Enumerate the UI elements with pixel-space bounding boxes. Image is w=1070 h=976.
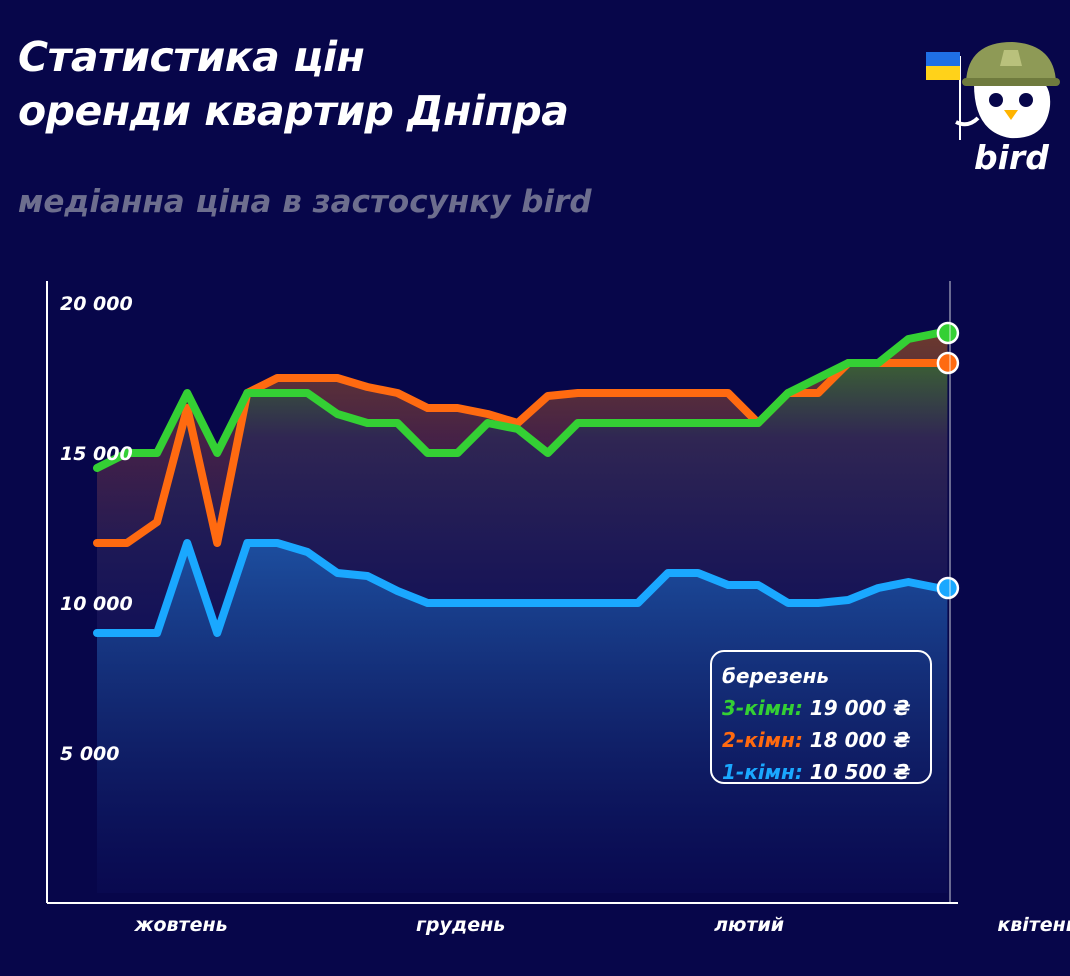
series-line-3-room <box>93 329 952 472</box>
chart-title-line-2: оренди квартир Дніпра <box>18 87 569 135</box>
legend-label-2-room: 2-кімн: <box>722 728 803 752</box>
legend-value-2-room: 18 000 ₴ <box>809 728 911 752</box>
chart-title-line-1: Статистика цін <box>18 33 365 81</box>
legend-value-3-room: 19 000 ₴ <box>809 696 911 720</box>
x-tick-label-1: грудень <box>416 914 505 936</box>
chart-title: Статистика цін оренди квартир Дніпра <box>18 30 569 138</box>
y-tick-label-1: 15 000 <box>60 443 133 465</box>
legend-label-1-room: 1-кімн: <box>722 760 803 784</box>
brand-logo-text: bird <box>974 138 1049 177</box>
series-line-1-room <box>93 539 952 637</box>
area-one-room <box>97 543 948 893</box>
bird-logo-icon <box>926 42 1060 140</box>
legend-value-1-room: 10 500 ₴ <box>809 760 911 784</box>
y-tick-label-3: 5 000 <box>60 743 120 765</box>
legend-box: березень 3-кімн: 19 000 ₴ 2-кімн: 18 000… <box>710 650 932 784</box>
end-marker-1-room <box>936 576 960 600</box>
chart-subtitle: медіанна ціна в застосунку bird <box>18 184 592 220</box>
legend-label-3-room: 3-кімн: <box>722 696 803 720</box>
series-line-2-room <box>93 359 952 547</box>
y-tick-label-2: 10 000 <box>60 593 133 615</box>
area-between-series <box>97 333 948 543</box>
legend-row-1-room: 1-кімн: 10 500 ₴ <box>722 756 930 788</box>
legend-row-3-room: 3-кімн: 19 000 ₴ <box>722 692 930 724</box>
y-tick-label-0: 20 000 <box>60 293 133 315</box>
legend-month: березень <box>722 664 830 688</box>
x-tick-label-0: жовтень <box>134 914 228 936</box>
legend-row-2-room: 2-кімн: 18 000 ₴ <box>722 724 930 756</box>
x-tick-label-2: лютий <box>714 914 784 936</box>
end-marker-2-room <box>936 351 960 375</box>
x-tick-label-3: квітень <box>997 914 1070 936</box>
end-marker-3-room <box>936 321 960 345</box>
